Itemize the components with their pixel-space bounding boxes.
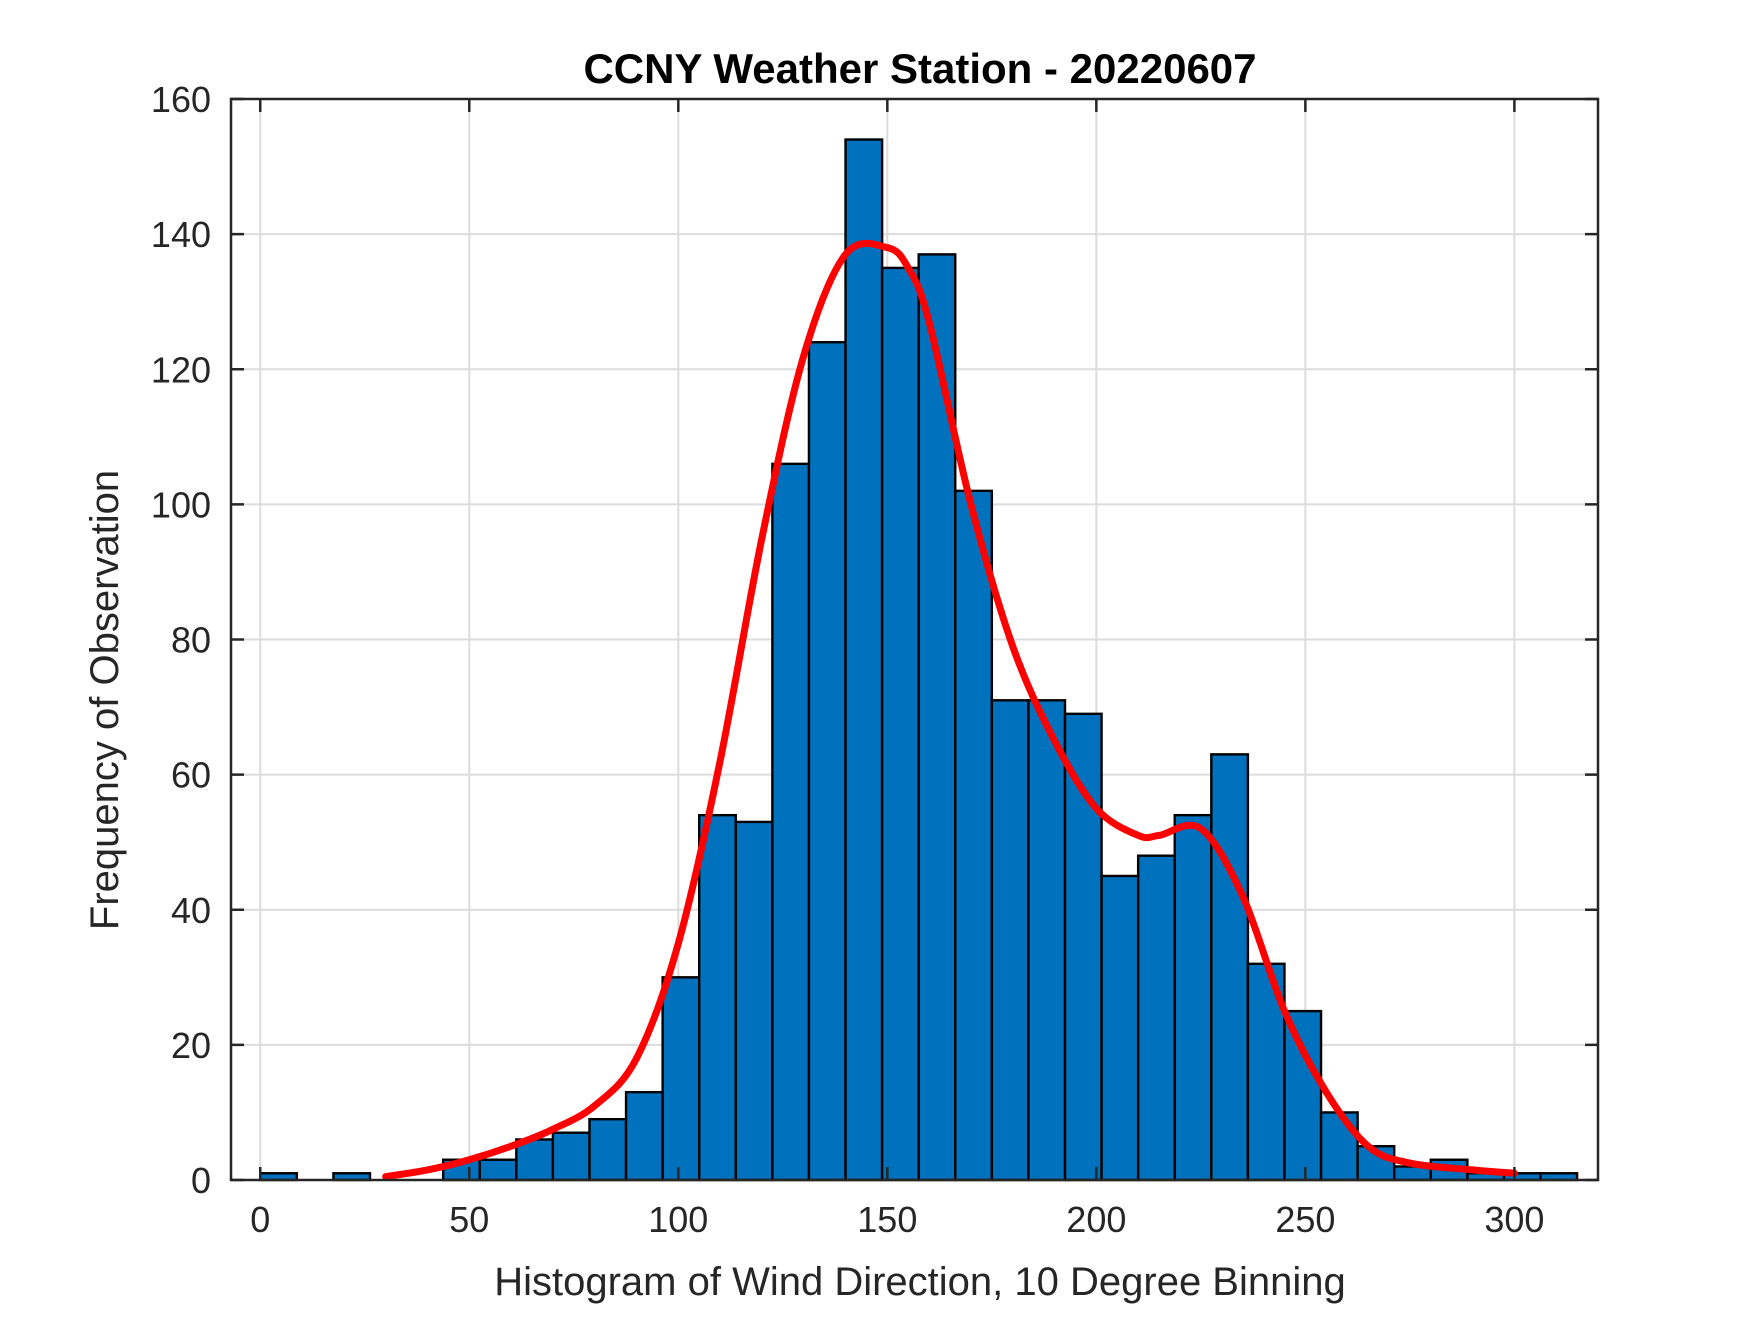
x-tick-label: 200 [1066, 1199, 1126, 1240]
tick-labels: 0 50 100 150 200 250 300 0 20 40 60 80 100 120 140 160 [151, 79, 1545, 1240]
x-tick-label: 50 [449, 1199, 489, 1240]
histogram-bar [1283, 1009, 1323, 1182]
histogram-bar [661, 976, 701, 1182]
y-tick-label: 20 [171, 1025, 211, 1066]
y-tick-label: 100 [151, 484, 211, 525]
histogram-bar [478, 1158, 518, 1182]
y-tick-label: 120 [151, 349, 211, 390]
histogram-bar [624, 1090, 664, 1182]
histogram-bar [1319, 1111, 1359, 1182]
histogram-bar [954, 489, 994, 1182]
x-tick-label: 0 [250, 1199, 270, 1240]
x-tick-label: 150 [857, 1199, 917, 1240]
y-tick-label: 160 [151, 79, 211, 120]
y-axis-label: Frequency of Observation [83, 470, 127, 930]
x-axis-label: Histogram of Wind Direction, 10 Degree B… [494, 1260, 1346, 1304]
histogram-bar [698, 813, 737, 1182]
x-tick-label: 100 [648, 1199, 708, 1240]
axes [229, 97, 1600, 1182]
y-tick-label: 140 [151, 214, 211, 255]
y-tick-label: 0 [191, 1160, 211, 1201]
y-tick-label: 60 [171, 755, 211, 796]
x-tick-label: 300 [1484, 1199, 1544, 1240]
histogram-bar [1100, 874, 1140, 1182]
fit-curve-line [382, 239, 1518, 1181]
histogram-bar [588, 1117, 628, 1182]
histogram-bar [844, 138, 884, 1182]
histogram-bar [807, 341, 847, 1182]
y-tick-label: 80 [171, 620, 211, 661]
histogram-bar [1136, 854, 1176, 1182]
histogram-bar [880, 266, 920, 1182]
x-tick-label: 250 [1275, 1199, 1335, 1240]
fit-curve-layer [382, 239, 1518, 1181]
histogram-bar [990, 699, 1030, 1182]
histogram-bar [771, 462, 811, 1182]
y-tick-label: 40 [171, 890, 211, 931]
histogram-bar [1063, 712, 1103, 1182]
histogram-bar [917, 253, 957, 1182]
histogram-bar [1027, 699, 1067, 1182]
histogram-bar [1173, 813, 1213, 1182]
histogram-bar [551, 1131, 591, 1182]
histogram-bar [734, 820, 774, 1182]
histogram-bar [1210, 753, 1250, 1182]
chart-title: CCNY Weather Station - 20220607 [583, 45, 1256, 92]
